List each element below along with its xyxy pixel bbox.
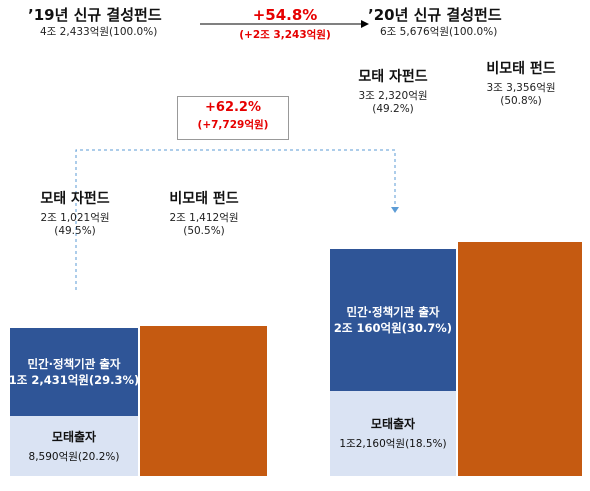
growth-abs: (+2조 3,243억원) — [239, 29, 331, 41]
y19-mother-amount: 2조 1,021억원 — [40, 212, 110, 224]
y20-mother-amount: 3조 2,320억원 — [358, 90, 428, 102]
y20-title: ’20년 신규 결성펀드 — [368, 6, 502, 24]
y19-total: 4조 2,433억원(100.0%) — [40, 26, 158, 38]
bar-y20-private-title: 민간·정책기관 출자 — [346, 304, 440, 319]
bar-y19-private: 민간·정책기관 출자 1조 2,431억원(29.3%) — [8, 328, 140, 416]
y20-mother-title: 모태 자펀드 — [358, 69, 428, 85]
y20-non-pct: (50.8%) — [500, 95, 542, 107]
y20-mother-pct: (49.2%) — [372, 103, 414, 115]
bar-y19-nonmotae — [140, 325, 267, 476]
y20-non-title: 비모태 펀드 — [486, 61, 556, 77]
bar-y19-motae-title: 모태출자 — [51, 429, 97, 444]
y20-mother-label: 모태 자펀드 3조 2,320억원 (49.2%) — [330, 66, 456, 115]
bar-y20-nonmotae — [458, 241, 582, 476]
y20-total: 6조 5,676억원(100.0%) — [380, 26, 498, 38]
bar-y20-motae-value: 1조2,160억원(18.5%) — [339, 438, 447, 451]
bar-y20-motae-title: 모태출자 — [370, 417, 416, 432]
y20-non-amount: 3조 3,356억원 — [486, 82, 556, 94]
bar-y20-private-value: 2조 160억원(30.7%) — [333, 320, 453, 335]
y19-mother-pct: (49.5%) — [54, 225, 96, 237]
y19-non-amount: 2조 1,412억원 — [169, 212, 239, 224]
y19-mother-label: 모태 자펀드 2조 1,021억원 (49.5%) — [10, 188, 140, 237]
bar-y20-motae: 모태출자 1조2,160억원(18.5%) — [330, 390, 456, 476]
bar-y19-motae: 모태출자 8,590억원(20.2%) — [10, 415, 138, 476]
y19-non-pct: (50.5%) — [183, 225, 225, 237]
y19-non-title: 비모태 펀드 — [169, 191, 239, 207]
bar-y19-private-value: 1조 2,431억원(29.3%) — [8, 373, 140, 388]
y19-title: ’19년 신규 결성펀드 — [28, 6, 162, 24]
callout-box: +62.2% (+7,729억원) — [177, 96, 289, 140]
bar-y20-private: 민간·정책기관 출자 2조 160억원(30.7%) — [330, 249, 456, 391]
y20-non-label: 비모태 펀드 3조 3,356억원 (50.8%) — [458, 58, 584, 107]
y19-non-label: 비모태 펀드 2조 1,412억원 (50.5%) — [140, 188, 268, 237]
bar-y19-motae-value: 8,590억원(20.2%) — [28, 450, 120, 463]
y19-mother-title: 모태 자펀드 — [40, 191, 110, 207]
bar-y19-private-title: 민간·정책기관 출자 — [27, 357, 121, 372]
growth-arrow — [200, 20, 369, 28]
growth-pct: +54.8% — [252, 6, 318, 24]
callout-pct: +62.2% — [205, 100, 261, 115]
callout-abs: (+7,729억원) — [197, 119, 269, 131]
